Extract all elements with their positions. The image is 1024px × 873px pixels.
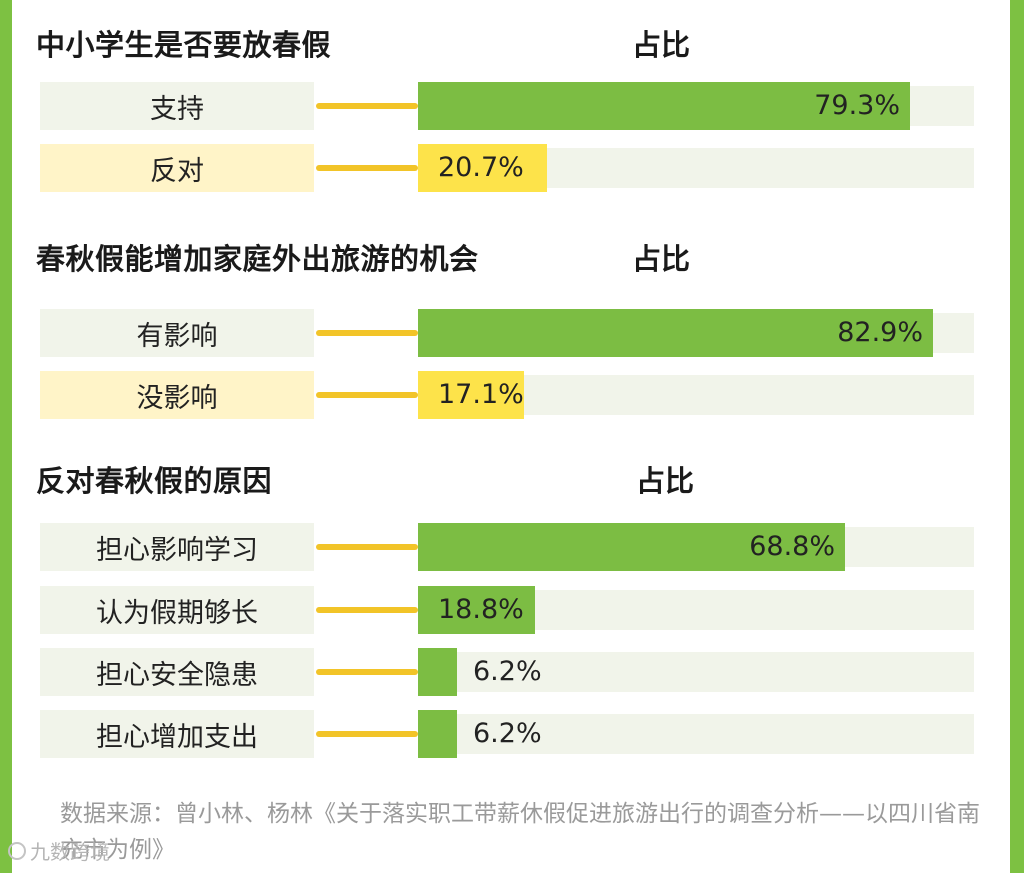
right-border	[1010, 0, 1024, 873]
bar-row: 支持 79.3%	[40, 82, 974, 130]
chart-title: 春秋假能增加家庭外出旅游的机会	[36, 242, 479, 276]
category-label: 担心影响学习	[40, 523, 314, 571]
connector-line	[316, 669, 418, 675]
column-header: 占比	[632, 28, 691, 62]
watermark-logo-icon	[8, 841, 26, 860]
value-label: 17.1%	[438, 379, 524, 410]
chart-title: 中小学生是否要放春假	[36, 28, 332, 62]
category-label: 担心安全隐患	[40, 648, 314, 696]
value-label: 79.3%	[814, 90, 900, 121]
value-label: 6.2%	[473, 718, 542, 749]
category-label: 支持	[40, 82, 314, 130]
value-label: 18.8%	[438, 594, 524, 625]
watermark-text: 九数跨境	[30, 840, 110, 864]
bar-row: 有影响 82.9%	[40, 309, 974, 357]
bar	[418, 82, 910, 130]
bar	[418, 710, 457, 758]
category-label: 认为假期够长	[40, 586, 314, 634]
value-label: 20.7%	[438, 152, 524, 183]
column-header: 占比	[632, 242, 691, 276]
connector-line	[316, 544, 418, 550]
bar	[418, 309, 933, 357]
bar-row: 担心增加支出 6.2%	[40, 710, 974, 758]
value-label: 82.9%	[837, 317, 923, 348]
bar-row: 担心影响学习 68.8%	[40, 523, 974, 571]
value-label: 6.2%	[473, 656, 542, 687]
category-label: 担心增加支出	[40, 710, 314, 758]
bar	[418, 523, 845, 571]
bar-track	[420, 714, 974, 754]
bar-row: 没影响 17.1%	[40, 371, 974, 419]
bar-row: 担心安全隐患 6.2%	[40, 648, 974, 696]
bar-track	[420, 652, 974, 692]
column-header: 占比	[636, 464, 695, 498]
bar	[418, 586, 535, 634]
bar	[418, 648, 457, 696]
left-border	[0, 0, 12, 873]
bar-row: 反对 20.7%	[40, 144, 974, 192]
chart-title: 反对春秋假的原因	[36, 464, 273, 498]
category-label: 有影响	[40, 309, 314, 357]
category-label: 反对	[40, 144, 314, 192]
connector-line	[316, 165, 418, 171]
watermark: 九数跨境	[8, 836, 110, 865]
source-note: 数据来源：曾小林、杨林《关于落实职工带薪休假促进旅游出行的调查分析——以四川省南…	[60, 801, 980, 863]
bar	[418, 144, 547, 192]
value-label: 68.8%	[749, 531, 835, 562]
category-label: 没影响	[40, 371, 314, 419]
connector-line	[316, 607, 418, 613]
connector-line	[316, 330, 418, 336]
connector-line	[316, 731, 418, 737]
connector-line	[316, 103, 418, 109]
bar-row: 认为假期够长 18.8%	[40, 586, 974, 634]
bar	[418, 371, 524, 419]
connector-line	[316, 392, 418, 398]
